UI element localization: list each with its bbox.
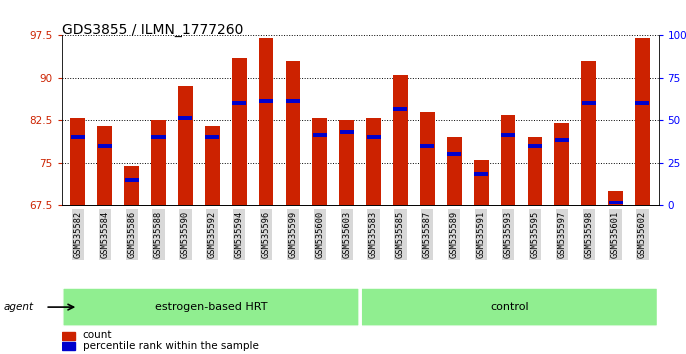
- Bar: [635, 38, 650, 205]
- Text: GSM535586: GSM535586: [127, 211, 136, 258]
- Bar: [474, 160, 488, 205]
- Bar: [232, 58, 246, 205]
- Bar: [152, 135, 165, 139]
- Text: GSM535587: GSM535587: [423, 211, 432, 258]
- Bar: [71, 118, 85, 205]
- Bar: [97, 126, 112, 205]
- Bar: [259, 98, 273, 103]
- Text: GSM535598: GSM535598: [584, 211, 593, 258]
- Text: GSM535594: GSM535594: [235, 211, 244, 258]
- Text: GSM535589: GSM535589: [450, 211, 459, 258]
- FancyBboxPatch shape: [362, 288, 657, 326]
- Text: GSM535591: GSM535591: [477, 211, 486, 258]
- Bar: [285, 61, 300, 205]
- Bar: [286, 98, 300, 103]
- Text: GSM535599: GSM535599: [288, 211, 298, 258]
- Text: GSM535582: GSM535582: [73, 211, 82, 258]
- Text: GSM535603: GSM535603: [342, 211, 351, 258]
- Bar: [125, 178, 139, 182]
- Bar: [340, 120, 354, 205]
- Bar: [554, 123, 569, 205]
- Bar: [608, 191, 623, 205]
- Bar: [555, 138, 569, 142]
- Bar: [366, 118, 381, 205]
- Text: GSM535593: GSM535593: [504, 211, 512, 258]
- Bar: [259, 38, 274, 205]
- Text: GSM535596: GSM535596: [261, 211, 270, 258]
- Bar: [393, 75, 408, 205]
- Text: GSM535592: GSM535592: [208, 211, 217, 258]
- Text: percentile rank within the sample: percentile rank within the sample: [82, 341, 259, 351]
- Bar: [366, 135, 381, 139]
- Bar: [312, 118, 327, 205]
- Text: GSM535597: GSM535597: [557, 211, 566, 258]
- Bar: [528, 144, 542, 148]
- FancyBboxPatch shape: [63, 288, 359, 326]
- Text: GSM535585: GSM535585: [396, 211, 405, 258]
- Bar: [178, 115, 193, 120]
- Text: GSM535584: GSM535584: [100, 211, 109, 258]
- Text: GSM535602: GSM535602: [638, 211, 647, 258]
- Bar: [528, 137, 543, 205]
- Bar: [608, 200, 623, 205]
- Bar: [340, 130, 354, 134]
- Bar: [581, 61, 596, 205]
- Bar: [62, 342, 75, 350]
- Bar: [232, 101, 246, 105]
- Text: count: count: [82, 330, 112, 341]
- Text: GSM535590: GSM535590: [181, 211, 190, 258]
- Bar: [474, 172, 488, 176]
- Bar: [71, 135, 85, 139]
- Text: GDS3855 / ILMN_1777260: GDS3855 / ILMN_1777260: [62, 23, 243, 37]
- Bar: [501, 132, 515, 137]
- Text: GSM535595: GSM535595: [530, 211, 539, 258]
- Bar: [124, 166, 139, 205]
- Bar: [420, 112, 435, 205]
- Bar: [97, 144, 112, 148]
- Text: agent: agent: [3, 302, 34, 312]
- Text: GSM535588: GSM535588: [154, 211, 163, 258]
- Text: control: control: [490, 302, 529, 312]
- Bar: [151, 120, 166, 205]
- Bar: [635, 101, 650, 105]
- Text: GSM535583: GSM535583: [369, 211, 378, 258]
- Bar: [394, 107, 407, 111]
- Text: GSM535601: GSM535601: [611, 211, 620, 258]
- Bar: [447, 152, 461, 156]
- Bar: [421, 144, 434, 148]
- Bar: [178, 86, 193, 205]
- Text: estrogen-based HRT: estrogen-based HRT: [155, 302, 267, 312]
- Bar: [205, 135, 220, 139]
- Bar: [62, 331, 75, 339]
- Bar: [501, 115, 515, 205]
- Bar: [447, 137, 462, 205]
- Bar: [313, 132, 327, 137]
- Text: GSM535600: GSM535600: [316, 211, 324, 258]
- Bar: [582, 101, 595, 105]
- Bar: [205, 126, 220, 205]
